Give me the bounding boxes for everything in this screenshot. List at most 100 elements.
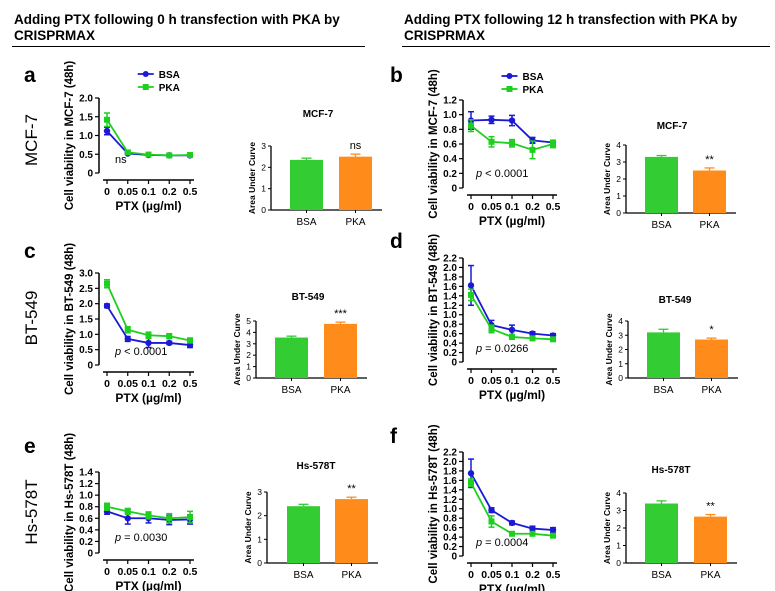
pka-point-d [529,335,536,342]
legend-marker-bsa-a [142,71,149,77]
x-tick-label-b: 0.05 [481,201,502,213]
bar-category-label-f: PKA [700,570,720,581]
x-tick-label-d: 0 [468,375,474,387]
y-tick-label-d: 0 [451,358,457,369]
x-tick-label-d: 0.05 [481,375,502,387]
bar-y-tick-label-c: 4 [246,327,251,337]
row-label-a: MCF-7 [22,114,41,166]
bsa-point-b [488,116,495,124]
panel-letter-a: a [24,64,36,87]
pka-point-b [468,122,474,129]
y-tick-label-f: 2.2 [443,448,457,459]
bsa-point-f [529,525,536,532]
significance-label-b: ** [705,154,714,166]
pka-point-c [145,332,152,339]
bar-y-tick-label-a: 0 [261,205,266,215]
y-tick-label-c: 2.5 [79,284,93,295]
x-tick-label-d: 0.2 [525,375,540,387]
bar-pka-d [695,339,728,378]
pka-point-a [187,152,193,158]
bar-category-label-c: BSA [281,385,301,396]
panel-letter-f: f [390,425,398,448]
x-axis-title-f: PTX (µg/ml) [479,582,545,591]
bar-bsa-f [645,503,678,563]
bar-pka-a [339,156,372,210]
panel-letter-d: d [390,230,403,253]
panel-letter-e: e [24,435,36,458]
x-tick-label-f: 0.1 [505,569,520,581]
bsa-point-c [145,339,152,347]
y-tick-label-f: 0.4 [443,533,457,544]
y-tick-label-e: 1.0 [79,491,93,502]
bar-title-f: Hs-578T [652,465,691,476]
significance-label-c: *** [334,308,348,320]
bsa-point-d [529,330,536,337]
p-value-d: p = 0.0266 [475,343,528,355]
bar-category-label-d: BSA [653,385,673,396]
y-tick-label-f: 1.8 [443,466,457,477]
x-axis-title-a: PTX (µg/ml) [115,199,181,213]
bar-pka-f [694,516,727,563]
y-tick-label-d: 2.0 [443,263,457,274]
y-tick-label-b: 0.6 [443,140,457,151]
y-tick-label-f: 1.2 [443,495,457,506]
bar-title-e: Hs-578T [297,461,336,472]
pka-point-a [124,149,131,156]
bar-category-label-e: PKA [341,570,361,581]
x-tick-label-b: 0.5 [546,201,561,213]
bar-pka-b [693,170,726,213]
y-tick-label-c: 2.0 [79,299,93,310]
p-value-f: p = 0.0004 [475,537,528,549]
x-axis-title-e: PTX (µg/ml) [115,579,181,591]
y-tick-label-e: 1.2 [79,479,93,490]
x-tick-label-c: 0.05 [118,378,139,390]
x-axis-title-d: PTX (µg/ml) [479,388,545,402]
legend-label-bsa-a: BSA [159,70,180,81]
x-tick-label-e: 0.2 [162,566,177,578]
bar-title-d: BT-549 [659,295,692,306]
x-tick-label-a: 0 [104,186,110,198]
bar-bsa-d [647,332,680,378]
x-tick-label-e: 0.1 [141,566,156,578]
bar-bsa-e [287,506,320,563]
bar-category-label-d: PKA [701,385,721,396]
bsa-point-f [467,470,475,477]
bar-title-b: MCF-7 [657,121,688,132]
bsa-point-c [103,302,111,310]
y-tick-label-e: 0.2 [79,537,93,548]
x-tick-label-a: 0.1 [141,186,156,198]
y-tick-label-e: 0.6 [79,514,93,525]
y-tick-label-d: 0.6 [443,329,457,340]
bar-y-tick-label-f: 1 [616,541,621,551]
legend-marker-pka-b [506,86,513,92]
y-tick-label-b: 1.2 [443,96,457,107]
pka-point-f [468,479,474,486]
bsa-point-f [488,506,495,514]
pka-point-b [488,138,495,145]
bar-category-label-b: PKA [699,220,719,231]
y-tick-label-f: 2.0 [443,457,457,468]
bar-y-axis-title-e: Area Under Curve [243,491,253,564]
bar-y-tick-label-e: 2 [257,511,262,521]
panel-letter-b: b [390,64,403,87]
bar-y-tick-label-f: 2 [616,523,621,533]
pka-point-e [145,512,152,519]
bsa-point-a [103,127,111,135]
pka-point-e [166,515,173,522]
bar-y-tick-label-a: 2 [261,162,266,172]
y-tick-label-f: 0 [451,552,457,563]
x-tick-label-a: 0.2 [162,186,177,198]
y-tick-label-d: 0.8 [443,320,457,331]
pka-point-f [509,530,515,537]
pka-point-a [104,116,110,123]
y-tick-label-c: 0.5 [79,345,93,356]
pka-point-c [104,280,110,287]
bar-y-tick-label-a: 3 [261,141,266,151]
pka-point-a [166,152,173,159]
pka-point-b [550,141,556,147]
y-tick-label-b: 0.8 [443,125,457,136]
y-tick-label-b: 1.0 [443,110,457,121]
bar-y-axis-title-c: Area Under Curve [232,313,242,386]
legend-marker-bsa-b [506,73,513,79]
pka-point-d [550,336,556,343]
